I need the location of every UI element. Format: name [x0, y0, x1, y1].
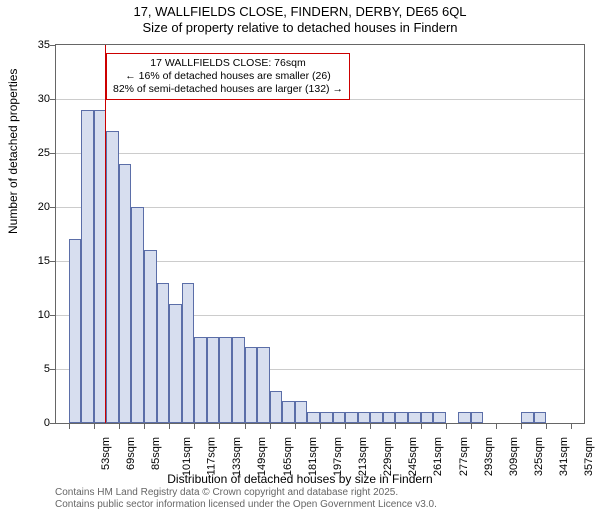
histogram-bar [144, 250, 157, 423]
histogram-bar [207, 337, 220, 423]
histogram-bar [182, 283, 195, 423]
plot-area: 17 WALLFIELDS CLOSE: 76sqm ← 16% of deta… [55, 44, 585, 424]
x-tick-label: 341sqm [558, 437, 570, 476]
histogram-bar [282, 401, 295, 423]
histogram-bar [333, 412, 346, 423]
y-tick-label: 25 [20, 147, 50, 159]
x-tick-label: 181sqm [307, 437, 319, 476]
histogram-bar [257, 347, 270, 423]
x-tick-label: 149sqm [257, 437, 269, 476]
histogram-bar [169, 304, 182, 423]
histogram-bar [358, 412, 371, 423]
histogram-bar [408, 412, 421, 423]
y-tick-label: 10 [20, 309, 50, 321]
histogram-bar [69, 239, 82, 423]
y-tick-label: 5 [20, 363, 50, 375]
histogram-bar [270, 391, 283, 423]
histogram-bar [458, 412, 471, 423]
histogram-bar [370, 412, 383, 423]
x-tick-label: 277sqm [458, 437, 470, 476]
x-tick-label: 229sqm [382, 437, 394, 476]
y-tick-label: 30 [20, 93, 50, 105]
x-tick-label: 165sqm [282, 437, 294, 476]
histogram-bar [119, 164, 132, 423]
histogram-bar [232, 337, 245, 423]
histogram-bar [433, 412, 446, 423]
histogram-bar [521, 412, 534, 423]
y-tick-label: 20 [20, 201, 50, 213]
x-tick-label: 325sqm [533, 437, 545, 476]
histogram-bar [157, 283, 170, 423]
annotation-line-3: 82% of semi-detached houses are larger (… [113, 83, 343, 96]
x-tick-label: 293sqm [483, 437, 495, 476]
histogram-bar [194, 337, 207, 423]
histogram-bar [131, 207, 144, 423]
histogram-bar [320, 412, 333, 423]
histogram-bar [345, 412, 358, 423]
x-tick-label: 309sqm [508, 437, 520, 476]
x-tick-label: 245sqm [407, 437, 419, 476]
histogram-bar [421, 412, 434, 423]
y-axis-label: Number of detached properties [6, 69, 20, 234]
histogram-bar [471, 412, 484, 423]
histogram-bar [383, 412, 396, 423]
x-tick-label: 133sqm [231, 437, 243, 476]
chart-title: 17, WALLFIELDS CLOSE, FINDERN, DERBY, DE… [0, 4, 600, 37]
title-line-2: Size of property relative to detached ho… [142, 20, 457, 35]
histogram-bar [245, 347, 258, 423]
x-tick-label: 261sqm [433, 437, 445, 476]
x-tick-label: 197sqm [332, 437, 344, 476]
annotation-line-2: ← 16% of detached houses are smaller (26… [113, 70, 343, 83]
annotation-line-1: 17 WALLFIELDS CLOSE: 76sqm [113, 57, 343, 70]
x-tick-label: 69sqm [125, 437, 137, 470]
y-tick-label: 0 [20, 417, 50, 429]
x-tick-label: 213sqm [357, 437, 369, 476]
title-line-1: 17, WALLFIELDS CLOSE, FINDERN, DERBY, DE… [133, 4, 466, 19]
histogram-bar [106, 131, 119, 423]
x-tick-label: 357sqm [583, 437, 595, 476]
x-axis-label: Distribution of detached houses by size … [0, 472, 600, 486]
x-tick-label: 85sqm [150, 437, 162, 470]
footer-line-2: Contains public sector information licen… [55, 499, 437, 510]
histogram-bar [295, 401, 308, 423]
histogram-bar [534, 412, 547, 423]
histogram-bar [307, 412, 320, 423]
y-tick-label: 35 [20, 39, 50, 51]
footer-line-1: Contains HM Land Registry data © Crown c… [55, 487, 398, 498]
histogram-bar [219, 337, 232, 423]
x-tick-label: 53sqm [100, 437, 112, 470]
histogram-bar [395, 412, 408, 423]
marker-line [105, 45, 106, 423]
y-tick-label: 15 [20, 255, 50, 267]
x-tick-label: 117sqm [205, 437, 217, 475]
x-tick-label: 101sqm [181, 437, 193, 476]
annotation-box: 17 WALLFIELDS CLOSE: 76sqm ← 16% of deta… [106, 53, 350, 100]
histogram-bar [81, 110, 94, 423]
